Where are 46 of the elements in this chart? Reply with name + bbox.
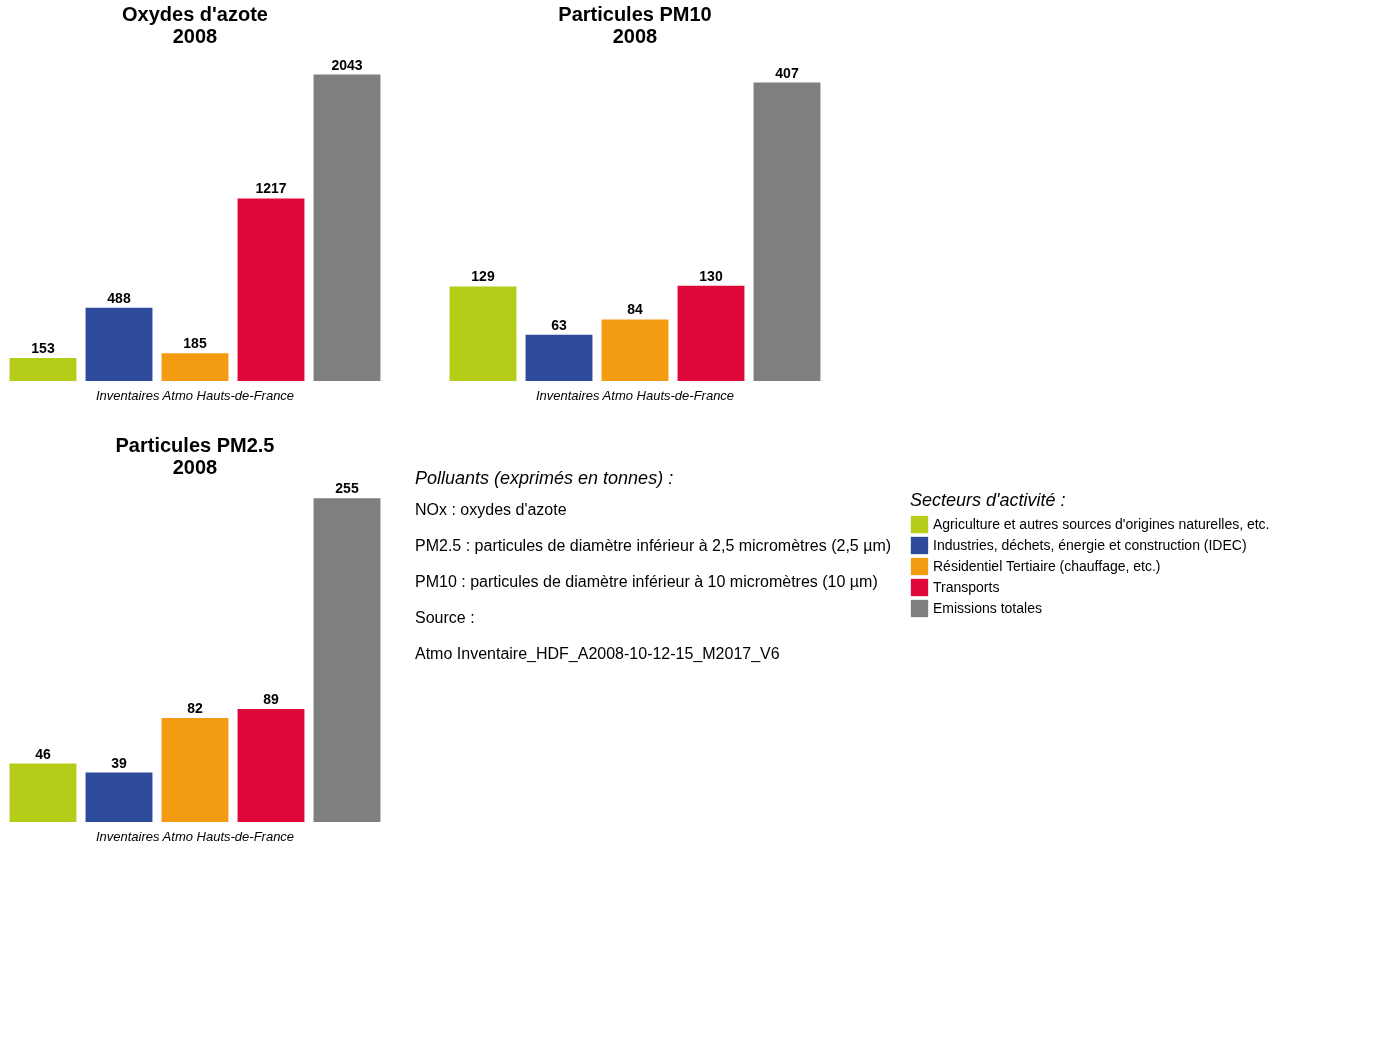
text: Oxydes d'azote — [122, 3, 268, 25]
text: Atmo Inventaire_HDF_A2008-10-12-15_M2017_V6 — [415, 645, 780, 663]
data-label: 488 — [107, 289, 131, 306]
text: Particules PM2.5 — [115, 434, 275, 457]
text: Particules PM10 — [558, 3, 712, 25]
data-label: 63 — [551, 316, 567, 333]
data-label: 255 — [335, 480, 359, 497]
bar — [237, 198, 305, 381]
legend-label: Transports — [933, 578, 1000, 595]
bar — [449, 286, 517, 381]
data-label: 1217 — [255, 180, 287, 197]
data-label: 2043 — [331, 56, 363, 73]
bar — [677, 285, 745, 381]
bar — [85, 307, 153, 381]
text: 2008 — [172, 25, 218, 47]
data-label: 82 — [187, 699, 203, 716]
text: Polluants (exprimés en tonnes) : — [415, 468, 674, 488]
text: 2008 — [612, 25, 658, 47]
data-label: 185 — [183, 335, 207, 352]
legend-title: Secteurs d'activité : — [910, 490, 1066, 510]
data-label: 39 — [111, 754, 127, 771]
data-label: 89 — [263, 691, 279, 708]
bar — [753, 82, 821, 381]
bar — [313, 74, 381, 381]
text: Inventaires Atmo Hauts-de-France — [95, 388, 295, 403]
text: 2008 — [172, 456, 218, 479]
text: PM10 : particules de diamètre inférieur à 10 micromètres (10 µm) — [415, 573, 878, 590]
text: Inventaires Atmo Hauts-de-France — [535, 388, 735, 403]
legend-label: Industries, déchets, énergie et construction (IDEC) — [933, 536, 1247, 553]
data-label: 153 — [31, 340, 55, 357]
data-label: 130 — [699, 267, 723, 284]
legend-label: Agriculture et autres sources d'origines naturelles, etc. — [933, 515, 1270, 532]
data-label: 129 — [471, 268, 495, 285]
text: Inventaires Atmo Hauts-de-France — [95, 829, 295, 844]
data-label: 46 — [35, 745, 51, 762]
bar — [525, 334, 593, 381]
data-label: 407 — [775, 64, 799, 81]
legend-label: Résidentiel Tertiaire (chauffage, etc.) — [933, 557, 1161, 574]
data-label: 84 — [627, 301, 643, 318]
bar — [9, 358, 77, 381]
text: PM2.5 : particules de diamètre inférieur à 2,5 micromètres (2,5 µm) — [415, 537, 892, 554]
text: NOx : oxydes d'azote — [415, 501, 567, 518]
source-note: Source : — [415, 609, 475, 626]
bar — [601, 319, 669, 381]
bar — [161, 353, 229, 381]
legend-label: Emissions totales — [933, 599, 1042, 616]
